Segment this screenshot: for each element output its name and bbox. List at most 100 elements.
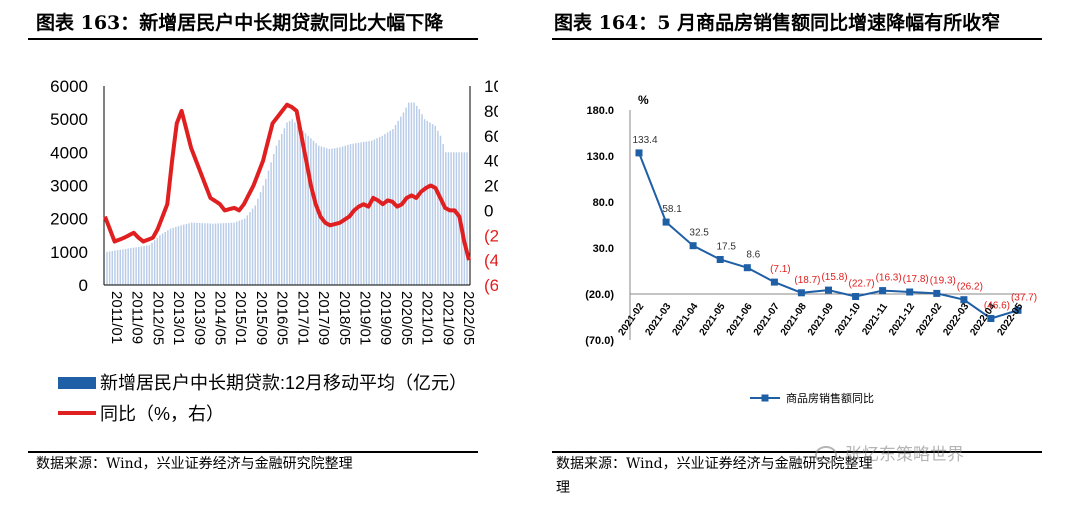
watermark: 张忆东策略世界: [815, 440, 964, 465]
bar: [135, 247, 137, 285]
right-title-rule: [552, 38, 1042, 40]
bar: [114, 250, 116, 285]
y-tick: 30.0: [593, 243, 614, 255]
bar: [267, 170, 270, 285]
bar: [389, 130, 391, 285]
left-y-tick: 5000: [50, 110, 88, 129]
left-y-tick-labels: 0 1000 2000 3000 4000 5000 6000: [50, 77, 88, 295]
bar: [214, 223, 217, 285]
bar: [344, 145, 346, 285]
x-tick: 2019/09: [377, 291, 394, 345]
bar: [198, 223, 201, 285]
left-axes: [103, 86, 471, 286]
bar: [265, 178, 267, 285]
bar: [270, 162, 272, 285]
bar: [175, 226, 177, 285]
bar: [310, 138, 312, 285]
left-title-rule: [28, 38, 478, 40]
bar: [426, 120, 429, 285]
bar: [466, 152, 468, 285]
x-tick: 2021-06: [725, 301, 755, 338]
bar: [291, 119, 294, 285]
bar: [294, 122, 296, 285]
x-tick: 2022/05: [460, 291, 477, 345]
bar: [196, 222, 198, 285]
bar: [333, 148, 336, 285]
data-label: (37.7): [1011, 292, 1037, 303]
bar: [206, 223, 209, 285]
x-tick: 2011/09: [129, 291, 146, 344]
right-source: 数据来源：Wind，兴业证券经济与金融研究院整理 理: [556, 452, 873, 500]
bar: [143, 246, 145, 285]
bar: [365, 141, 368, 285]
x-tick: 2021-11: [860, 301, 890, 337]
y-tick: 80.0: [593, 197, 614, 209]
bar: [190, 222, 193, 285]
data-label: (46.6): [984, 300, 1010, 311]
data-label: (16.3): [876, 273, 902, 284]
x-tick: 2015/01: [232, 291, 249, 345]
x-tick: 2020/05: [398, 291, 415, 345]
x-tick: 2014/05: [212, 291, 229, 345]
left-x-tick-labels: 2011/01 2011/09 2012/05 2013/01 2013/09 2014/…: [108, 291, 477, 345]
data-point: [879, 287, 887, 295]
bar: [151, 242, 153, 285]
bar: [299, 128, 301, 285]
bar: [341, 146, 344, 285]
bar: [201, 223, 204, 285]
bar: [431, 124, 434, 285]
bar: [257, 198, 259, 285]
x-tick: 2017/01: [294, 291, 311, 345]
bar: [278, 139, 280, 285]
bar: [273, 153, 275, 285]
data-point: [933, 289, 941, 297]
legend-bar-swatch: [58, 377, 96, 389]
x-tick: 2017/09: [315, 291, 332, 345]
bar: [209, 223, 211, 285]
bar: [132, 247, 135, 285]
right-data-labels: 133.4 58.1 32.5 17.5 8.6 (7.1)(18.7) (15.8)(22…: [632, 135, 1037, 312]
right-y-tick: (40): [484, 251, 498, 270]
bar: [177, 226, 180, 285]
bar: [193, 222, 196, 285]
right-y-tick: 0: [484, 201, 493, 220]
left-y-tick: 1000: [50, 243, 88, 262]
bar: [408, 102, 410, 285]
bar: [413, 102, 415, 285]
left-source-rule: [28, 451, 478, 453]
bar: [355, 143, 357, 285]
bar: [127, 248, 129, 285]
bar: [262, 185, 264, 285]
right-source-line1: 数据来源：Wind，兴业证券经济与金融研究院整理: [556, 456, 873, 472]
bar: [429, 122, 431, 285]
right-y-tick-labels: (60) (40) (20) 0 20 40 60 80 100: [484, 77, 498, 295]
bar: [164, 231, 166, 285]
data-point: [797, 289, 805, 297]
bar: [423, 119, 426, 285]
y-tick: (20.0): [585, 289, 614, 301]
legend-bar-label: 新增居民户中长期贷款:12月移动平均（亿元）: [100, 373, 467, 393]
bar: [286, 122, 288, 285]
bar: [328, 149, 331, 285]
left-source: 数据来源：Wind，兴业证券经济与金融研究院整理: [36, 456, 353, 472]
bar: [230, 222, 233, 285]
left-y-tick: 4000: [50, 143, 88, 162]
bar: [159, 235, 161, 285]
bar: [378, 136, 381, 285]
data-label: (15.8): [821, 272, 847, 283]
data-point: [852, 293, 860, 300]
bar: [397, 120, 399, 285]
bar: [138, 246, 140, 285]
right-line-series: [635, 149, 1022, 322]
left-bar-series: [106, 102, 468, 286]
bar: [331, 148, 333, 285]
x-tick: 2021/01: [419, 291, 436, 345]
data-point: [960, 296, 968, 304]
bar: [233, 222, 235, 285]
data-label: (7.1): [770, 264, 791, 275]
y-unit-label: %: [638, 93, 649, 107]
bar: [161, 233, 164, 285]
bar: [148, 245, 151, 285]
right-source-line2: 理: [556, 480, 570, 496]
